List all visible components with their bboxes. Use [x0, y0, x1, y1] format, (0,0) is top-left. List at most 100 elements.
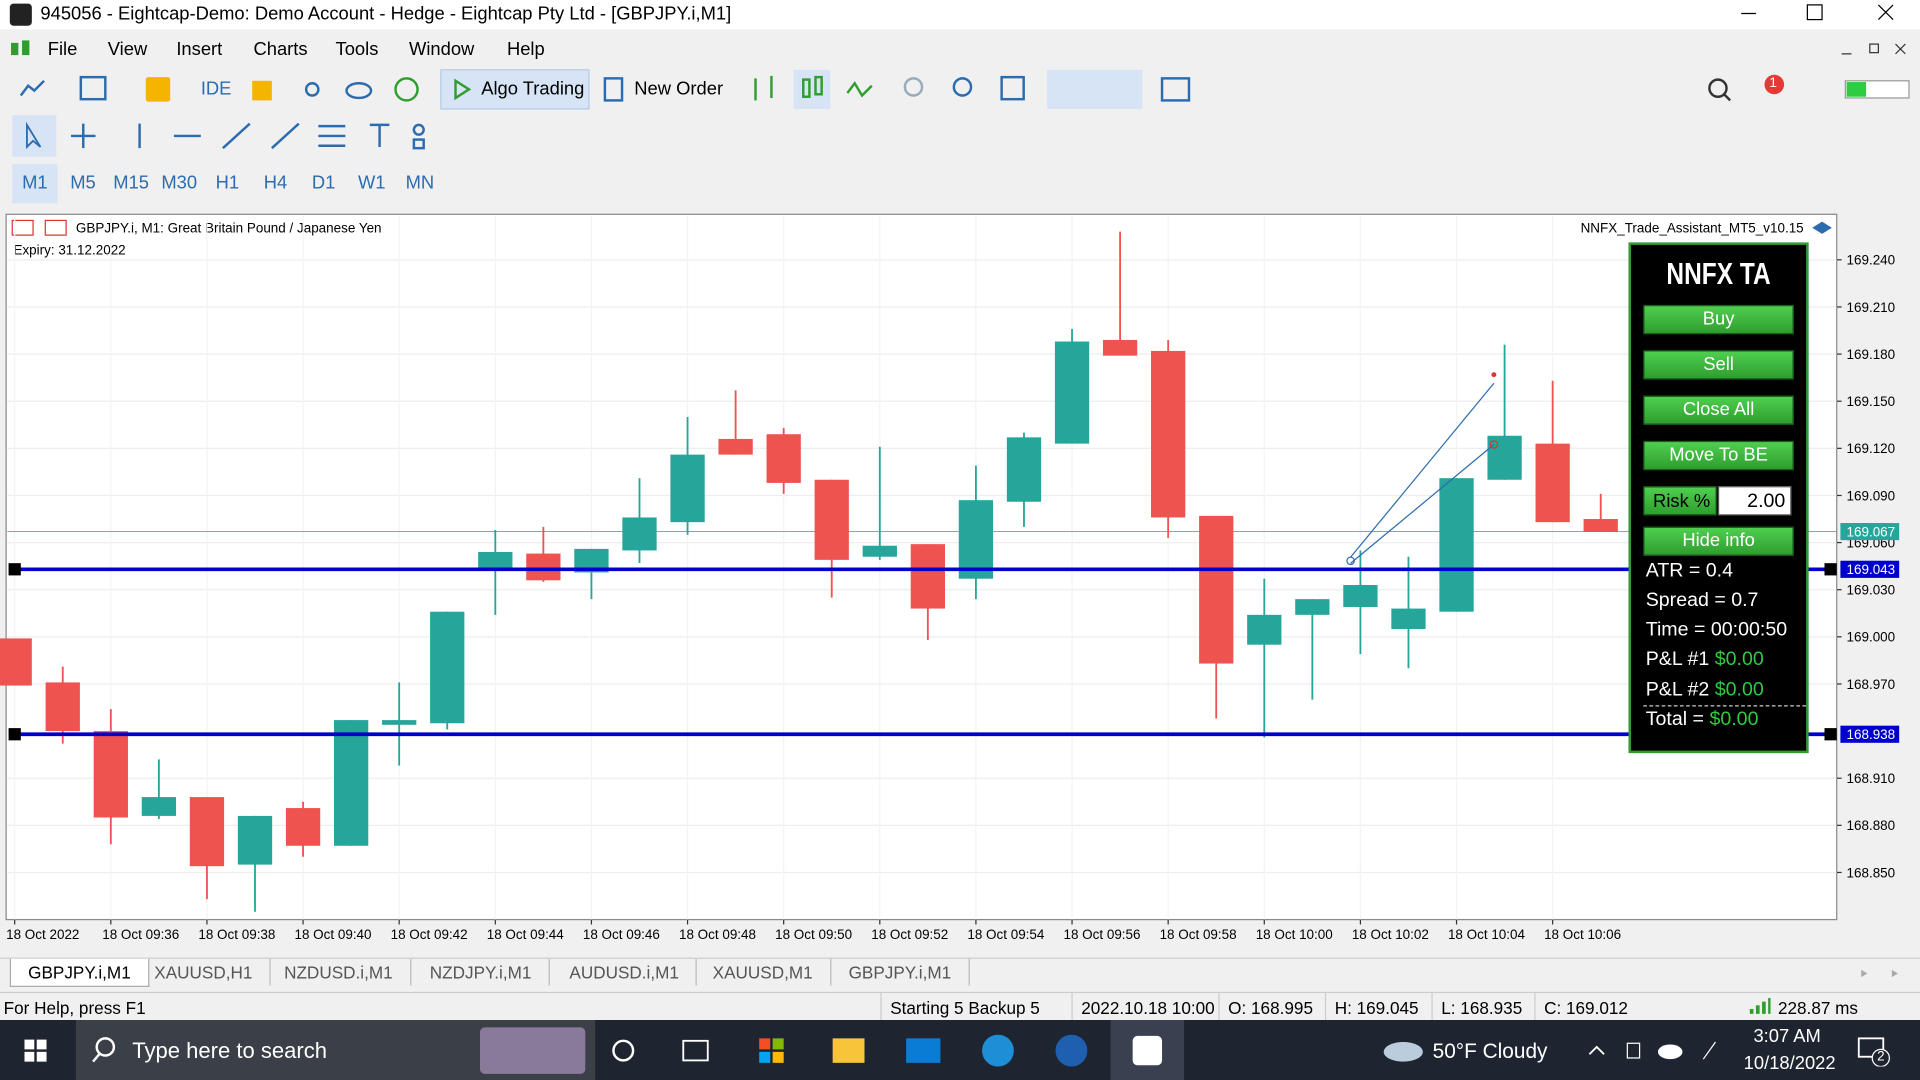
drawing-toolbar[interactable]	[0, 113, 490, 160]
chart-tab[interactable]: NZDUSD.i,M1	[267, 958, 412, 986]
separator	[1643, 705, 1807, 707]
clock-date: 10/18/2022	[1743, 1053, 1836, 1074]
trade-point	[1489, 440, 1499, 449]
timeframe-button[interactable]: M30	[161, 172, 198, 194]
timeframe-button[interactable]: M15	[113, 172, 150, 194]
menu-bar: File View Insert Charts Tools Window Help	[0, 34, 1920, 63]
risk-input[interactable]: 2.00	[1717, 486, 1792, 516]
status-ping: 228.87 ms	[1777, 997, 1859, 1018]
trade-line	[1350, 382, 1495, 558]
window-controls[interactable]	[1727, 0, 1920, 29]
level-tag	[1840, 560, 1900, 578]
pnl-info: P&L #2 $0.00	[1646, 680, 1764, 702]
menu-item[interactable]: Tools	[335, 39, 379, 61]
candle-body	[1102, 339, 1138, 356]
search-box[interactable]: Type here to search	[132, 1038, 328, 1063]
timeframe-button[interactable]: D1	[311, 172, 336, 194]
tab-scroll[interactable]	[1855, 965, 1910, 982]
signal-icon	[1749, 997, 1771, 1014]
chart-tab[interactable]: AUDUSD.i,M1	[552, 958, 698, 986]
candle-body	[1151, 350, 1186, 518]
app-icon	[9, 3, 32, 26]
status-close: C: 169.012	[1544, 997, 1628, 1018]
y-tick-label: 169.090	[1847, 488, 1896, 503]
pnl-info: P&L #1 $0.00	[1646, 649, 1764, 671]
chart-tab[interactable]: GBPJPY.i,M1	[831, 958, 970, 986]
level-tag	[1840, 725, 1900, 743]
candle-body	[1199, 515, 1234, 664]
candle-body	[1054, 341, 1090, 444]
y-tick-label: 169.120	[1847, 441, 1896, 456]
notification-badge[interactable]: 1	[1769, 75, 1777, 91]
candle-body	[0, 638, 32, 686]
timeframe-button[interactable]: W1	[357, 172, 386, 194]
status-help: For Help, press F1	[3, 997, 146, 1018]
y-tick-label: 168.880	[1847, 818, 1896, 833]
risk-label: Risk %	[1643, 486, 1717, 516]
candle-body	[1487, 435, 1522, 480]
candle-body	[910, 544, 946, 609]
x-tick-label: 18 Oct 09:48	[679, 927, 756, 942]
expiry: Expiry: 31.12.2022	[13, 243, 125, 258]
action-center[interactable]	[1855, 1035, 1892, 1067]
chart-tab[interactable]: NZDJPY.i,M1	[413, 958, 550, 986]
level-handle	[8, 728, 21, 741]
x-tick-label: 18 Oct 10:06	[1544, 927, 1621, 942]
y-tick-label: 169.240	[1847, 253, 1896, 268]
chart-tab[interactable]: XAUUSD,M1	[696, 958, 832, 986]
pnl-value: $0.00	[1714, 679, 1764, 701]
algo-trading-button[interactable]: Algo Trading	[481, 78, 585, 100]
y-tick-label: 168.910	[1847, 771, 1896, 786]
pnl-value: $0.00	[1714, 648, 1764, 670]
plot: 169.240 169.210 169.180 169.150 169.120 169.0…	[0, 215, 1900, 942]
timeframe-button[interactable]: M5	[70, 172, 96, 194]
chart-icon	[44, 219, 67, 236]
timeframe-button[interactable]: H4	[263, 172, 288, 194]
candle-body	[189, 797, 225, 867]
weather[interactable]: 50°F Cloudy	[1432, 1039, 1548, 1063]
menu-item[interactable]: Help	[506, 39, 545, 61]
chart-tab[interactable]: XAUUSD,H1	[137, 958, 271, 986]
chart-tab[interactable]: GBPJPY.i,M1	[9, 958, 150, 987]
panel-button[interactable]: Buy	[1643, 304, 1794, 335]
x-tick-label: 18 Oct 09:44	[487, 927, 565, 942]
hide-info-button[interactable]: Hide info	[1643, 526, 1794, 556]
new-order-button[interactable]: New Order	[634, 78, 724, 100]
candle-body	[1391, 608, 1426, 629]
menu-item[interactable]: Window	[408, 39, 475, 61]
x-tick-label: 18 Oct 09:46	[583, 927, 660, 942]
menu-item[interactable]: File	[47, 39, 78, 61]
timeframe-button[interactable]: H1	[215, 172, 240, 194]
candle-body	[574, 548, 609, 573]
ide-button[interactable]: IDE	[200, 78, 232, 100]
panel-button[interactable]: Move To BE	[1643, 440, 1794, 471]
timeframe-button[interactable]: MN	[405, 172, 435, 194]
status-profile: Starting 5 Backup 5	[890, 997, 1040, 1018]
panel-button[interactable]: Close All	[1643, 395, 1794, 425]
x-tick-label: 18 Oct 09:50	[775, 927, 852, 942]
y-tick-label: 169.000	[1847, 630, 1896, 645]
menu-item[interactable]: Charts	[253, 39, 308, 61]
panel-button[interactable]: Sell	[1643, 350, 1794, 380]
candle-body	[1247, 614, 1282, 645]
menu-icon	[11, 40, 30, 56]
title-bar: 945056 - Eightcap-Demo: Demo Account - H…	[0, 0, 1920, 30]
candle-body	[237, 815, 273, 865]
candle-body	[526, 553, 561, 581]
menu-item[interactable]: View	[107, 39, 148, 61]
symbol-info: GBPJPY.i, M1: Great Britain Pound / Japa…	[76, 221, 382, 236]
timeframe-button[interactable]: M1	[12, 164, 58, 204]
x-tick-label: 18 Oct 09:56	[1063, 927, 1140, 942]
x-tick-label: 18 Oct 09:54	[967, 927, 1045, 942]
mdi-controls[interactable]	[1837, 39, 1910, 59]
status-time: 2022.10.18 10:00	[1081, 997, 1215, 1018]
status-open: O: 168.995	[1228, 997, 1313, 1018]
candle-body	[285, 808, 321, 846]
total-info: Total = $0.00	[1646, 709, 1759, 731]
pnl-label: P&L #2	[1645, 679, 1710, 701]
candle-body	[1583, 519, 1618, 532]
atr-info: ATR = 0.4	[1645, 560, 1734, 582]
menu-item[interactable]: Insert	[176, 39, 223, 61]
trade-point	[1346, 556, 1355, 566]
